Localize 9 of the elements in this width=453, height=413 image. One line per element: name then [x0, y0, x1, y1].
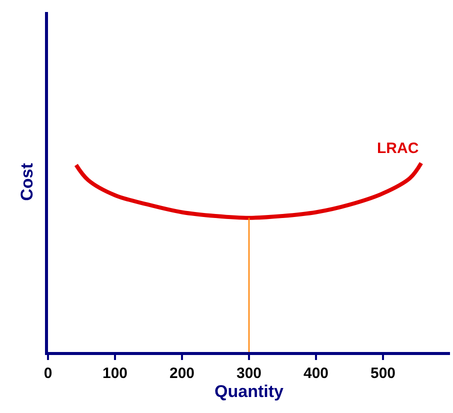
series-label: LRAC [377, 140, 419, 157]
x-axis-title: Quantity [214, 382, 284, 401]
x-tick-label: 200 [169, 365, 195, 382]
x-tick-label: 500 [370, 365, 396, 382]
y-axis-title: Cost [18, 162, 37, 201]
x-tick-label: 400 [303, 365, 329, 382]
x-tick-label: 0 [44, 365, 52, 382]
x-tick-label: 100 [102, 365, 128, 382]
x-tick-label: 300 [236, 365, 262, 382]
